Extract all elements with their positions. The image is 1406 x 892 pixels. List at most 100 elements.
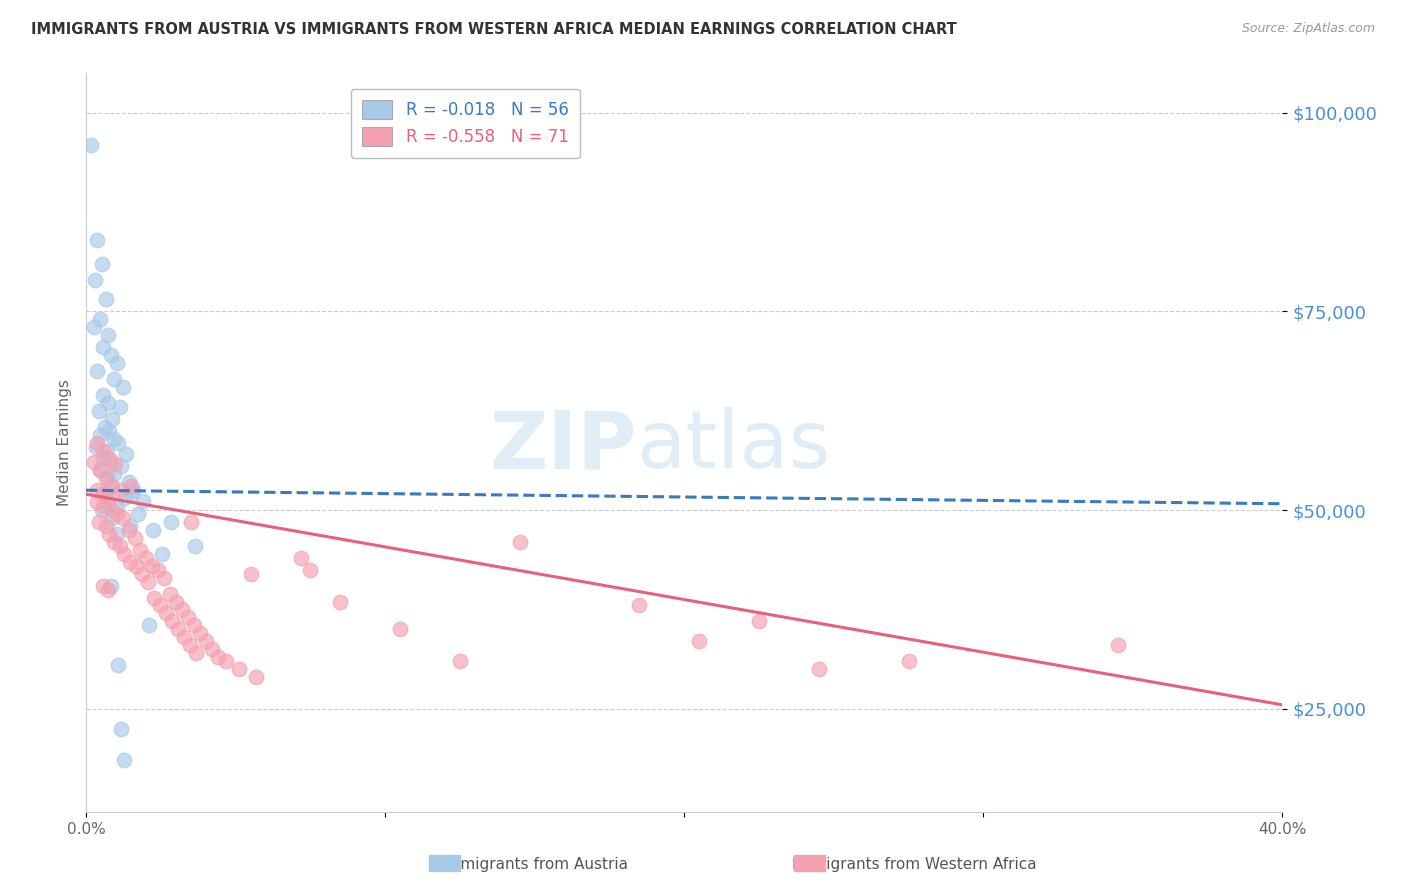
- Point: [107, 499, 129, 513]
- Point: [172, 602, 194, 616]
- Point: [91, 451, 114, 466]
- Point: [97, 396, 120, 410]
- Legend: R = -0.018   N = 56, R = -0.558   N = 71: R = -0.018 N = 56, R = -0.558 N = 71: [350, 88, 581, 158]
- Point: [150, 547, 173, 561]
- Point: [101, 511, 124, 525]
- Point: [127, 507, 149, 521]
- Point: [239, 566, 262, 581]
- Text: IMMIGRANTS FROM AUSTRIA VS IMMIGRANTS FROM WESTERN AFRICA MEDIAN EARNINGS CORREL: IMMIGRANTS FROM AUSTRIA VS IMMIGRANTS FR…: [31, 22, 956, 37]
- Point: [112, 491, 135, 506]
- Point: [688, 634, 710, 648]
- Point: [107, 507, 129, 521]
- Point: [173, 630, 195, 644]
- Point: [122, 483, 145, 498]
- Point: [160, 615, 183, 629]
- Point: [91, 487, 114, 501]
- Point: [98, 424, 121, 438]
- Point: [141, 558, 163, 573]
- Point: [155, 607, 177, 621]
- Point: [91, 579, 114, 593]
- Point: [142, 523, 165, 537]
- Point: [86, 483, 108, 498]
- Point: [121, 485, 143, 500]
- Point: [101, 503, 124, 517]
- Point: [86, 435, 108, 450]
- Point: [184, 646, 207, 660]
- Point: [195, 634, 218, 648]
- Point: [129, 542, 152, 557]
- Point: [111, 511, 134, 525]
- Point: [153, 571, 176, 585]
- Point: [108, 539, 131, 553]
- Point: [107, 435, 129, 450]
- Point: [107, 658, 129, 673]
- Point: [120, 479, 142, 493]
- Point: [897, 654, 920, 668]
- Point: [135, 550, 157, 565]
- Text: ZIP: ZIP: [489, 408, 637, 485]
- Point: [449, 654, 471, 668]
- Point: [1107, 638, 1129, 652]
- Point: [149, 599, 172, 613]
- Text: atlas: atlas: [637, 408, 831, 485]
- Point: [132, 493, 155, 508]
- Point: [228, 662, 250, 676]
- Point: [165, 594, 187, 608]
- Point: [101, 411, 124, 425]
- Point: [93, 443, 115, 458]
- Point: [89, 463, 111, 477]
- Point: [112, 754, 135, 768]
- Point: [90, 257, 112, 271]
- Point: [83, 320, 105, 334]
- Point: [125, 558, 148, 573]
- Point: [104, 457, 127, 471]
- Point: [628, 599, 651, 613]
- Point: [96, 443, 118, 458]
- Point: [103, 535, 125, 549]
- Point: [117, 523, 139, 537]
- Point: [179, 638, 201, 652]
- Point: [107, 527, 129, 541]
- Point: [188, 626, 211, 640]
- Point: [101, 479, 124, 493]
- Point: [97, 495, 120, 509]
- Point: [110, 483, 132, 498]
- Point: [180, 515, 202, 529]
- Point: [143, 591, 166, 605]
- Point: [94, 471, 117, 485]
- Point: [87, 515, 110, 529]
- Point: [124, 531, 146, 545]
- Point: [84, 272, 107, 286]
- Point: [184, 539, 207, 553]
- Point: [86, 233, 108, 247]
- Point: [100, 479, 122, 493]
- Point: [115, 448, 138, 462]
- Point: [112, 380, 135, 394]
- Point: [110, 722, 132, 736]
- Point: [93, 499, 115, 513]
- Point: [97, 491, 120, 506]
- Point: [299, 563, 322, 577]
- Point: [136, 574, 159, 589]
- Point: [86, 364, 108, 378]
- Point: [183, 618, 205, 632]
- Point: [167, 623, 190, 637]
- Point: [159, 586, 181, 600]
- Point: [148, 563, 170, 577]
- Text: Immigrants from Austria: Immigrants from Austria: [440, 857, 628, 872]
- Point: [90, 503, 112, 517]
- Point: [84, 440, 107, 454]
- Point: [87, 404, 110, 418]
- Point: [748, 615, 770, 629]
- Y-axis label: Median Earnings: Median Earnings: [58, 379, 72, 506]
- Point: [80, 137, 103, 152]
- Point: [245, 670, 267, 684]
- Point: [100, 348, 122, 362]
- Point: [131, 566, 153, 581]
- Point: [91, 388, 114, 402]
- Point: [120, 519, 142, 533]
- Point: [83, 455, 105, 469]
- Point: [97, 328, 120, 343]
- Point: [97, 471, 120, 485]
- Point: [120, 555, 142, 569]
